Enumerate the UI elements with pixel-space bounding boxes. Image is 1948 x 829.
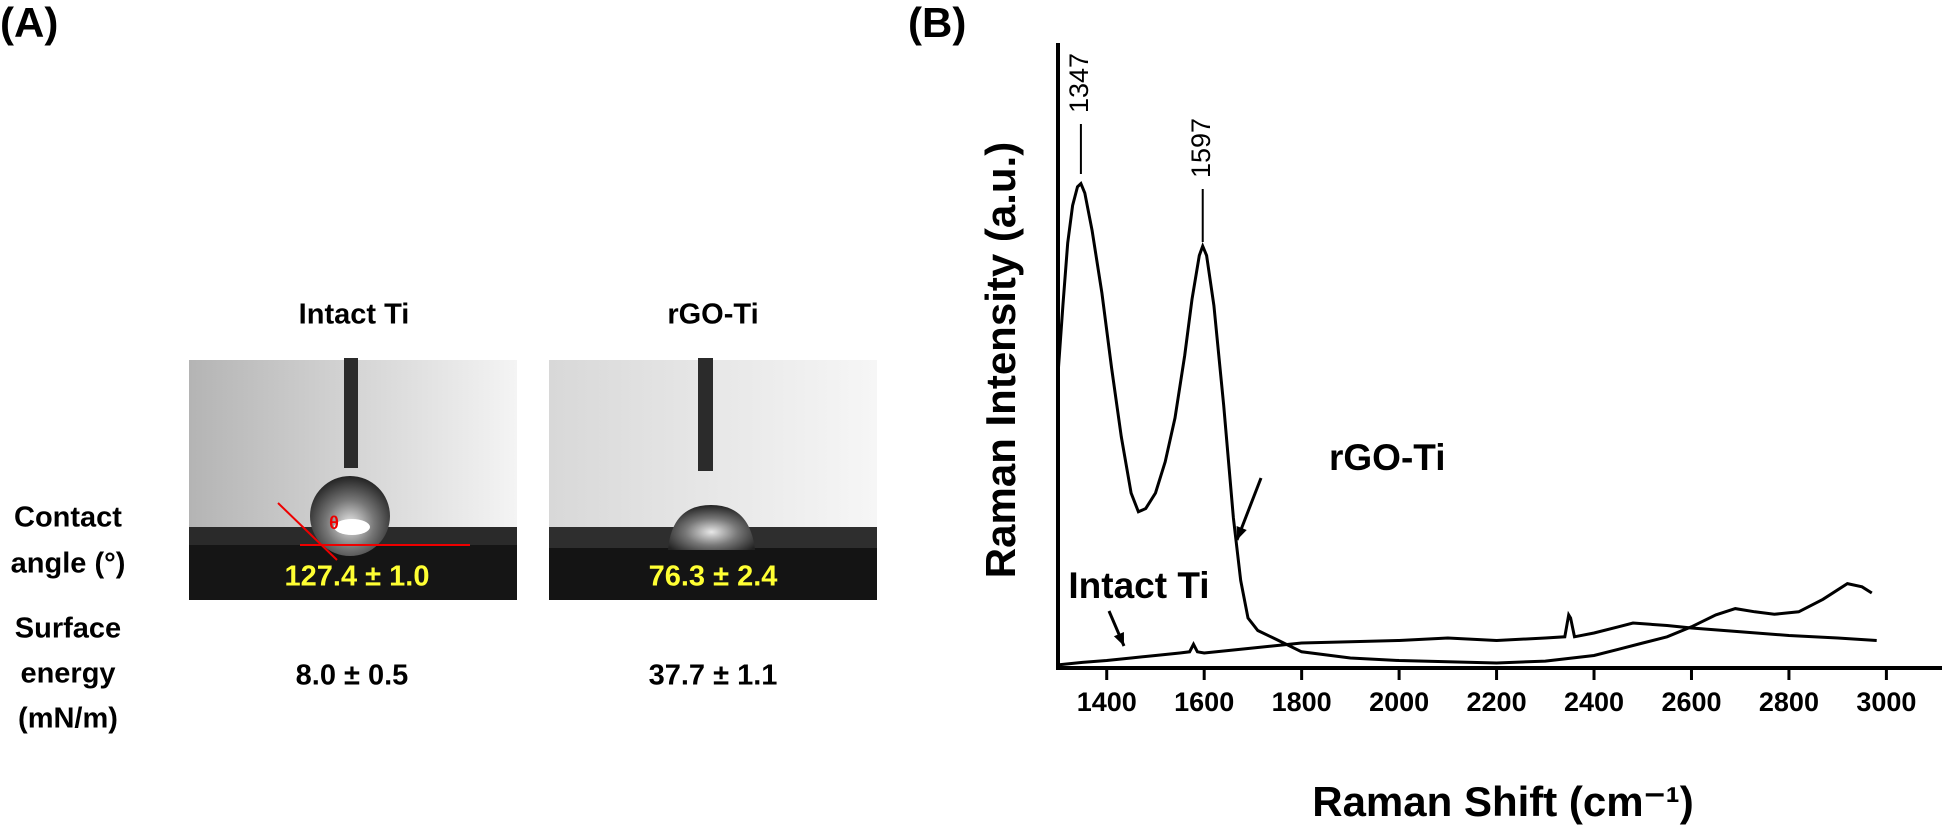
series-label: rGO-Ti (1329, 437, 1446, 478)
series-line (1056, 181, 1873, 665)
sample-label: Intact Ti (299, 299, 410, 331)
photo-intact (189, 358, 517, 600)
peak-label: 1347 (1064, 53, 1094, 113)
panel-a-label: (A) (0, 0, 58, 46)
x-tick-label: 1800 (1272, 687, 1332, 717)
panel-b-label: (B) (908, 0, 966, 46)
arrow-head (1113, 632, 1124, 646)
arrow-head (1236, 526, 1247, 540)
row-label: Contact (14, 502, 122, 534)
surface-energy: 8.0 ± 0.5 (296, 660, 409, 692)
row-label: (mN/m) (18, 703, 118, 735)
series-line (1057, 610, 1877, 667)
surface-energy: 37.7 ± 1.1 (649, 660, 778, 692)
x-tick-label: 2200 (1467, 687, 1527, 717)
x-axis-label: Raman Shift (cm⁻¹) (1312, 778, 1694, 825)
contact-angle: 76.3 ± 2.4 (649, 561, 778, 593)
row-label: angle (°) (11, 548, 126, 580)
x-tick-label: 1600 (1174, 687, 1234, 717)
x-tick-label: 3000 (1856, 687, 1916, 717)
row-label: Surface (15, 613, 121, 645)
row-label: energy (20, 658, 115, 690)
contact-angle: 127.4 ± 1.0 (285, 561, 430, 593)
photo-rgo (549, 358, 877, 600)
x-tick-label: 2400 (1564, 687, 1624, 717)
series-label: Intact Ti (1068, 565, 1209, 606)
y-axis-label: Raman Intensity (a.u.) (977, 142, 1024, 578)
x-tick-label: 1400 (1077, 687, 1137, 717)
x-tick-label: 2600 (1661, 687, 1721, 717)
peak-label: 1597 (1186, 118, 1216, 178)
angle-symbol: θ (329, 513, 339, 533)
sample-label: rGO-Ti (667, 299, 758, 331)
x-tick-label: 2000 (1369, 687, 1429, 717)
x-tick-label: 2800 (1759, 687, 1819, 717)
